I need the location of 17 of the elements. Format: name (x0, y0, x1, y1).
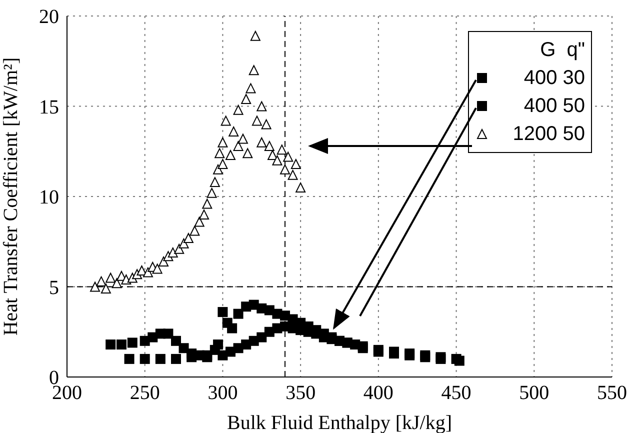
x-axis-title: Bulk Fluid Enthalpy [kJ/kg] (227, 412, 452, 433)
x-tick-label: 300 (208, 382, 238, 404)
x-tick-label: 500 (519, 382, 550, 404)
x-tick-label: 450 (441, 382, 472, 404)
legend-label: 1200 50 (512, 122, 585, 147)
legend-title: G q" (539, 38, 585, 63)
x-tick-label: 350 (286, 382, 316, 404)
y-tick-label: 15 (39, 96, 59, 118)
x-tick-label: 550 (597, 382, 627, 404)
legend-label: 400 30 (524, 66, 585, 91)
y-axis-title: Heat Transfer Coefficient [kW/m²] (0, 57, 22, 336)
x-tick-label: 250 (130, 382, 160, 404)
legend-label: 400 50 (524, 94, 585, 119)
x-tick-label: 400 (363, 382, 394, 404)
y-tick-label: 20 (39, 6, 59, 28)
y-tick-label: 10 (39, 186, 59, 209)
y-tick-label: 5 (49, 276, 59, 299)
